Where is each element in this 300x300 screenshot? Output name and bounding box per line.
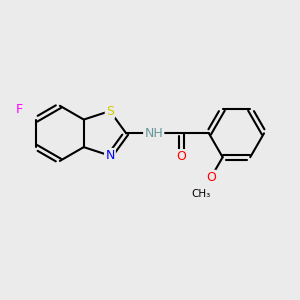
Text: O: O bbox=[206, 171, 216, 184]
Text: CH₃: CH₃ bbox=[192, 189, 211, 199]
Text: O: O bbox=[176, 150, 186, 163]
Text: NH: NH bbox=[144, 127, 163, 140]
Text: F: F bbox=[16, 103, 23, 116]
Text: N: N bbox=[105, 149, 115, 162]
Text: S: S bbox=[106, 104, 114, 118]
